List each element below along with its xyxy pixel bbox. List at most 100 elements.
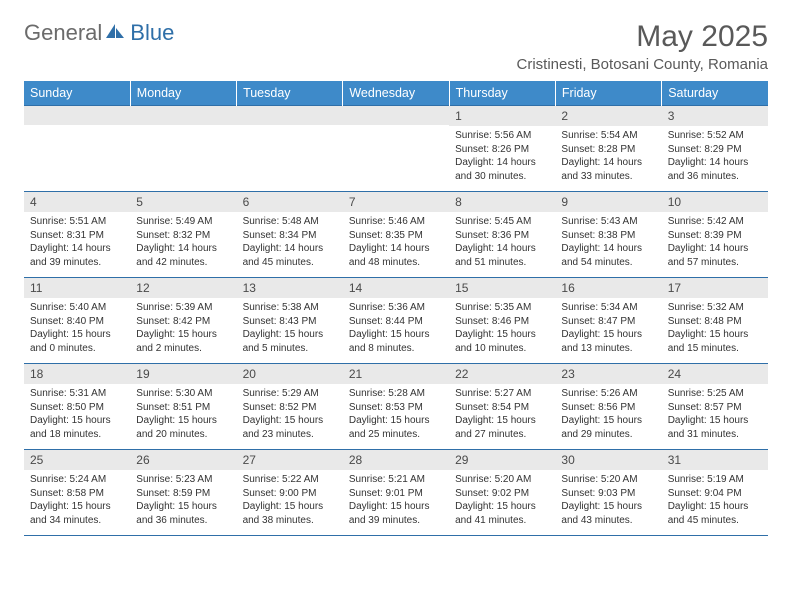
daylight-text: Daylight: 15 hours and 25 minutes.: [349, 414, 443, 441]
day-number: 5: [130, 192, 236, 212]
day-details: Sunrise: 5:38 AMSunset: 8:43 PMDaylight:…: [237, 298, 343, 358]
sail-icon: [104, 20, 126, 46]
sunset-text: Sunset: 8:42 PM: [136, 315, 230, 329]
day-number: 28: [343, 450, 449, 470]
day-details: Sunrise: 5:56 AMSunset: 8:26 PMDaylight:…: [449, 126, 555, 186]
day-details: Sunrise: 5:40 AMSunset: 8:40 PMDaylight:…: [24, 298, 130, 358]
calendar-cell: 20Sunrise: 5:29 AMSunset: 8:52 PMDayligh…: [237, 364, 343, 450]
day-number: 30: [555, 450, 661, 470]
day-details: Sunrise: 5:28 AMSunset: 8:53 PMDaylight:…: [343, 384, 449, 444]
day-details: Sunrise: 5:48 AMSunset: 8:34 PMDaylight:…: [237, 212, 343, 272]
calendar-cell: 17Sunrise: 5:32 AMSunset: 8:48 PMDayligh…: [662, 278, 768, 364]
sunrise-text: Sunrise: 5:36 AM: [349, 301, 443, 315]
day-details: Sunrise: 5:54 AMSunset: 8:28 PMDaylight:…: [555, 126, 661, 186]
calendar-cell: 23Sunrise: 5:26 AMSunset: 8:56 PMDayligh…: [555, 364, 661, 450]
sunset-text: Sunset: 9:02 PM: [455, 487, 549, 501]
sunset-text: Sunset: 8:38 PM: [561, 229, 655, 243]
weekday-header: Wednesday: [343, 81, 449, 106]
month-title: May 2025: [517, 20, 769, 54]
sunrise-text: Sunrise: 5:42 AM: [668, 215, 762, 229]
day-number: 19: [130, 364, 236, 384]
sunrise-text: Sunrise: 5:51 AM: [30, 215, 124, 229]
day-number: [237, 106, 343, 125]
weekday-header: Thursday: [449, 81, 555, 106]
daylight-text: Daylight: 14 hours and 30 minutes.: [455, 156, 549, 183]
sunrise-text: Sunrise: 5:25 AM: [668, 387, 762, 401]
daylight-text: Daylight: 15 hours and 23 minutes.: [243, 414, 337, 441]
calendar-header-row: SundayMondayTuesdayWednesdayThursdayFrid…: [24, 81, 768, 106]
day-number: 3: [662, 106, 768, 126]
sunset-text: Sunset: 8:43 PM: [243, 315, 337, 329]
sunset-text: Sunset: 8:29 PM: [668, 143, 762, 157]
calendar-cell: 15Sunrise: 5:35 AMSunset: 8:46 PMDayligh…: [449, 278, 555, 364]
sunset-text: Sunset: 8:47 PM: [561, 315, 655, 329]
sunrise-text: Sunrise: 5:54 AM: [561, 129, 655, 143]
calendar-cell: 1Sunrise: 5:56 AMSunset: 8:26 PMDaylight…: [449, 106, 555, 192]
daylight-text: Daylight: 15 hours and 18 minutes.: [30, 414, 124, 441]
day-details: Sunrise: 5:29 AMSunset: 8:52 PMDaylight:…: [237, 384, 343, 444]
day-number: 31: [662, 450, 768, 470]
sunrise-text: Sunrise: 5:29 AM: [243, 387, 337, 401]
day-number: 4: [24, 192, 130, 212]
day-details: Sunrise: 5:49 AMSunset: 8:32 PMDaylight:…: [130, 212, 236, 272]
sunrise-text: Sunrise: 5:45 AM: [455, 215, 549, 229]
calendar-cell: 29Sunrise: 5:20 AMSunset: 9:02 PMDayligh…: [449, 450, 555, 536]
daylight-text: Daylight: 14 hours and 51 minutes.: [455, 242, 549, 269]
daylight-text: Daylight: 15 hours and 15 minutes.: [668, 328, 762, 355]
sunset-text: Sunset: 8:40 PM: [30, 315, 124, 329]
calendar-cell: 7Sunrise: 5:46 AMSunset: 8:35 PMDaylight…: [343, 192, 449, 278]
day-details: Sunrise: 5:31 AMSunset: 8:50 PMDaylight:…: [24, 384, 130, 444]
daylight-text: Daylight: 15 hours and 45 minutes.: [668, 500, 762, 527]
day-number: 21: [343, 364, 449, 384]
day-details: Sunrise: 5:23 AMSunset: 8:59 PMDaylight:…: [130, 470, 236, 530]
day-number: 8: [449, 192, 555, 212]
sunset-text: Sunset: 9:04 PM: [668, 487, 762, 501]
day-details: Sunrise: 5:51 AMSunset: 8:31 PMDaylight:…: [24, 212, 130, 272]
sunrise-text: Sunrise: 5:39 AM: [136, 301, 230, 315]
day-number: 20: [237, 364, 343, 384]
calendar-cell: 9Sunrise: 5:43 AMSunset: 8:38 PMDaylight…: [555, 192, 661, 278]
day-details: Sunrise: 5:39 AMSunset: 8:42 PMDaylight:…: [130, 298, 236, 358]
sunrise-text: Sunrise: 5:46 AM: [349, 215, 443, 229]
day-number: 22: [449, 364, 555, 384]
sunset-text: Sunset: 8:44 PM: [349, 315, 443, 329]
daylight-text: Daylight: 15 hours and 20 minutes.: [136, 414, 230, 441]
calendar-cell: 13Sunrise: 5:38 AMSunset: 8:43 PMDayligh…: [237, 278, 343, 364]
day-number: 26: [130, 450, 236, 470]
daylight-text: Daylight: 15 hours and 38 minutes.: [243, 500, 337, 527]
calendar-cell: 26Sunrise: 5:23 AMSunset: 8:59 PMDayligh…: [130, 450, 236, 536]
sunset-text: Sunset: 8:54 PM: [455, 401, 549, 415]
day-number: 16: [555, 278, 661, 298]
weekday-header: Tuesday: [237, 81, 343, 106]
day-number: 2: [555, 106, 661, 126]
sunset-text: Sunset: 8:53 PM: [349, 401, 443, 415]
daylight-text: Daylight: 15 hours and 2 minutes.: [136, 328, 230, 355]
day-number: 6: [237, 192, 343, 212]
calendar-cell: 6Sunrise: 5:48 AMSunset: 8:34 PMDaylight…: [237, 192, 343, 278]
calendar-week-row: 25Sunrise: 5:24 AMSunset: 8:58 PMDayligh…: [24, 450, 768, 536]
day-details: Sunrise: 5:25 AMSunset: 8:57 PMDaylight:…: [662, 384, 768, 444]
calendar-cell: 21Sunrise: 5:28 AMSunset: 8:53 PMDayligh…: [343, 364, 449, 450]
sunrise-text: Sunrise: 5:28 AM: [349, 387, 443, 401]
day-details: Sunrise: 5:22 AMSunset: 9:00 PMDaylight:…: [237, 470, 343, 530]
sunrise-text: Sunrise: 5:31 AM: [30, 387, 124, 401]
calendar-cell-empty: [237, 106, 343, 192]
sunrise-text: Sunrise: 5:30 AM: [136, 387, 230, 401]
daylight-text: Daylight: 15 hours and 31 minutes.: [668, 414, 762, 441]
calendar-cell: 16Sunrise: 5:34 AMSunset: 8:47 PMDayligh…: [555, 278, 661, 364]
daylight-text: Daylight: 14 hours and 45 minutes.: [243, 242, 337, 269]
brand-logo: General Blue: [24, 20, 174, 46]
sunrise-text: Sunrise: 5:40 AM: [30, 301, 124, 315]
brand-part2: Blue: [130, 20, 174, 46]
daylight-text: Daylight: 15 hours and 5 minutes.: [243, 328, 337, 355]
sunset-text: Sunset: 8:28 PM: [561, 143, 655, 157]
day-details: Sunrise: 5:45 AMSunset: 8:36 PMDaylight:…: [449, 212, 555, 272]
day-number: 18: [24, 364, 130, 384]
day-number: 29: [449, 450, 555, 470]
daylight-text: Daylight: 15 hours and 43 minutes.: [561, 500, 655, 527]
day-number: 13: [237, 278, 343, 298]
day-details: Sunrise: 5:24 AMSunset: 8:58 PMDaylight:…: [24, 470, 130, 530]
daylight-text: Daylight: 15 hours and 39 minutes.: [349, 500, 443, 527]
sunset-text: Sunset: 8:50 PM: [30, 401, 124, 415]
daylight-text: Daylight: 15 hours and 29 minutes.: [561, 414, 655, 441]
